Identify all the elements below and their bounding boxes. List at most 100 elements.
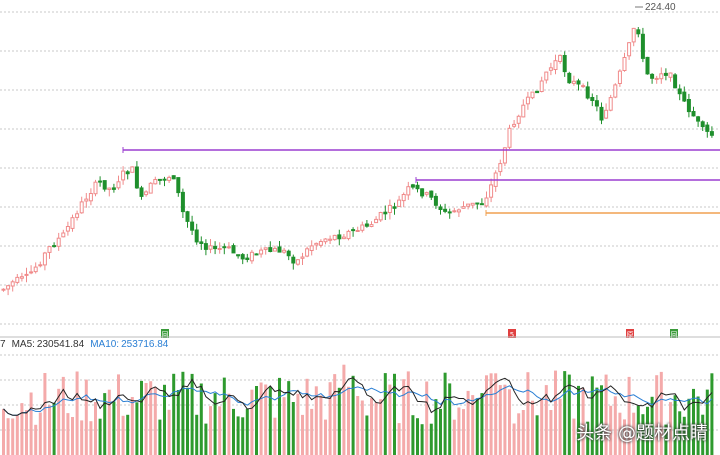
volume-bar	[402, 379, 406, 455]
volume-bar	[388, 384, 392, 455]
volume-bar	[452, 419, 456, 455]
candle-body	[521, 104, 526, 118]
volume-bar	[540, 398, 544, 455]
candle-body	[180, 191, 185, 213]
candle-body	[226, 246, 231, 249]
volume-bar	[259, 382, 263, 455]
volume-bar	[462, 409, 465, 455]
volume-bar	[130, 397, 134, 455]
volume-bar	[434, 399, 438, 455]
volume-bar	[503, 384, 507, 455]
volume-bar	[158, 419, 162, 455]
volume-bar	[678, 411, 682, 455]
volume-bar	[650, 396, 654, 455]
volume-bar	[167, 409, 171, 455]
candle-body	[61, 232, 66, 238]
candle-body	[79, 201, 84, 214]
volume-bar	[149, 381, 153, 455]
candle-body	[93, 181, 98, 195]
candle-body	[567, 72, 572, 84]
volume-bar	[508, 389, 511, 455]
volume-bar	[305, 378, 309, 455]
candle-body	[397, 199, 402, 207]
candle-body	[401, 194, 406, 202]
candle-body	[185, 211, 190, 222]
volume-bar	[595, 387, 599, 455]
candle-body	[512, 123, 517, 127]
volume-bar	[577, 385, 580, 455]
candle-body	[553, 60, 558, 71]
volume-bar	[563, 371, 567, 455]
candle-body	[98, 180, 103, 183]
volume-bar	[236, 416, 240, 455]
candle-body	[691, 111, 696, 117]
candle-body	[217, 248, 222, 250]
candle-body	[305, 248, 310, 257]
candle-body	[33, 266, 38, 273]
volume-bar	[278, 377, 281, 455]
volume-bar	[498, 385, 502, 455]
volume-bar	[604, 374, 608, 455]
candle-body	[438, 206, 443, 210]
candle-body	[355, 230, 360, 232]
candle-body	[52, 245, 57, 248]
volume-bar	[471, 395, 475, 455]
volume-bar	[287, 381, 291, 455]
volume-bar	[241, 417, 245, 455]
volume-bar	[15, 415, 19, 455]
candle-body	[673, 74, 678, 89]
volume-bar	[268, 387, 272, 455]
volume-bar	[443, 372, 447, 455]
candle-body	[291, 256, 296, 264]
candle-body	[677, 88, 682, 95]
candle-body	[29, 271, 34, 274]
candle-body	[378, 212, 383, 221]
price-grid	[0, 11, 720, 325]
volume-bar	[250, 389, 254, 455]
ma5-label: MA5:	[11, 339, 35, 350]
ma10-label: MA10:	[90, 339, 120, 350]
volume-bar	[245, 408, 249, 455]
candle-body	[392, 206, 397, 209]
legend-prefix: 7	[0, 339, 6, 350]
volume-bar	[107, 389, 111, 455]
candle-body	[364, 223, 369, 227]
volume-bar	[406, 371, 410, 455]
volume-bar	[636, 405, 640, 455]
candle-body	[134, 166, 139, 189]
candle-body	[84, 198, 89, 202]
event-marker-text: 原	[627, 331, 634, 339]
candle-body	[443, 208, 448, 212]
candle-body	[102, 180, 107, 190]
volume-bar	[57, 388, 61, 455]
candle-body	[194, 229, 199, 243]
candle-body	[153, 179, 158, 185]
volume-bar	[393, 373, 396, 455]
volume-bar	[383, 373, 387, 455]
volume-bar	[314, 386, 318, 455]
candle-body	[309, 245, 314, 251]
event-marker-text: 回	[671, 331, 678, 339]
candle-body	[622, 57, 627, 71]
candle-body	[576, 80, 581, 85]
volume-bar	[613, 396, 617, 455]
candle-body	[328, 238, 333, 241]
candle-body	[268, 247, 273, 253]
volume-bar	[544, 385, 548, 455]
volume-bar	[71, 417, 74, 455]
candle-body	[452, 210, 457, 213]
volume-bar	[641, 414, 645, 455]
volume-bar	[655, 375, 659, 455]
candle-body	[475, 202, 480, 205]
volume-bar	[347, 386, 350, 455]
candle-body	[203, 243, 208, 250]
volume-bar	[103, 393, 107, 455]
volume-bar	[227, 393, 231, 455]
volume-bar	[112, 401, 116, 455]
candle-body	[282, 249, 287, 253]
candle-body	[148, 182, 153, 194]
volume-bar	[52, 402, 56, 455]
candlestick-series	[1, 6, 714, 296]
event-marker-text: 回	[162, 331, 169, 339]
volume-bar	[351, 375, 355, 455]
